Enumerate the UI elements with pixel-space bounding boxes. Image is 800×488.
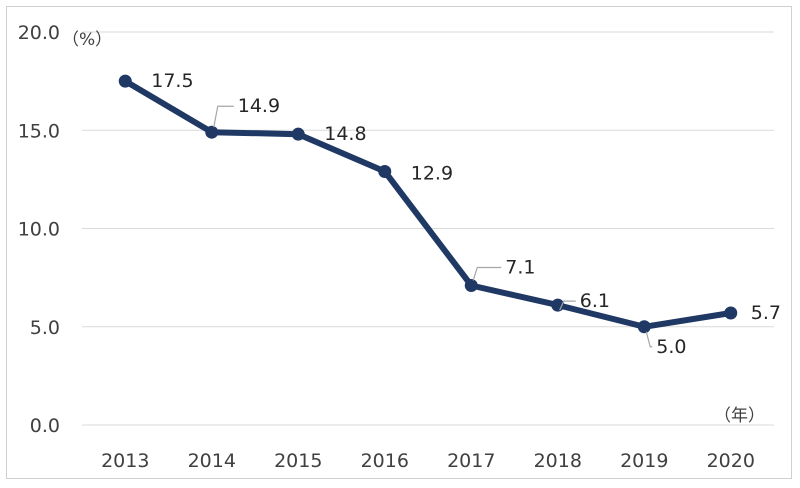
data-label: 17.5 [151,70,193,92]
data-point [118,74,132,88]
leader-line [213,105,234,128]
data-point [464,278,478,292]
data-label: 14.9 [238,95,280,117]
data-point [724,306,738,320]
data-labels: 17.5 14.9 14.8 12.9 7.1 6.1 5.0 5.7 [151,70,781,358]
data-label: 14.8 [324,123,366,145]
data-label: 5.0 [656,336,686,358]
x-tick-label: 2013 [101,450,149,472]
leader-line [645,331,653,348]
x-axis-unit: （年） [714,406,765,426]
x-tick-label: 2017 [447,450,495,472]
data-label: 12.9 [411,163,453,185]
data-label: 5.7 [751,302,781,324]
data-point [637,320,651,334]
data-point [205,125,219,139]
leader-line [559,300,576,311]
x-tick-label: 2020 [707,450,755,472]
y-axis-unit: （%） [62,30,112,50]
data-label: 6.1 [580,290,610,312]
x-tick-label: 2015 [274,450,322,472]
y-tick-label: 5.0 [30,317,60,339]
data-label: 7.1 [505,256,535,278]
x-tick-label: 2016 [361,450,409,472]
axes: 0.0 5.0 10.0 15.0 20.0 2013 2014 2015 2016 2017 20… [18,22,755,472]
y-tick-label: 0.0 [30,415,60,437]
y-tick-label: 10.0 [18,219,60,241]
x-tick-label: 2018 [534,450,582,472]
data-point [378,165,392,179]
leader-line [472,266,502,281]
y-tick-label: 20.0 [18,22,60,44]
data-point [291,127,305,141]
y-tick-label: 15.0 [18,120,60,142]
series-line [122,78,734,330]
x-tick-label: 2019 [620,450,668,472]
series-line-layer [118,74,738,334]
x-tick-label: 2014 [188,450,236,472]
